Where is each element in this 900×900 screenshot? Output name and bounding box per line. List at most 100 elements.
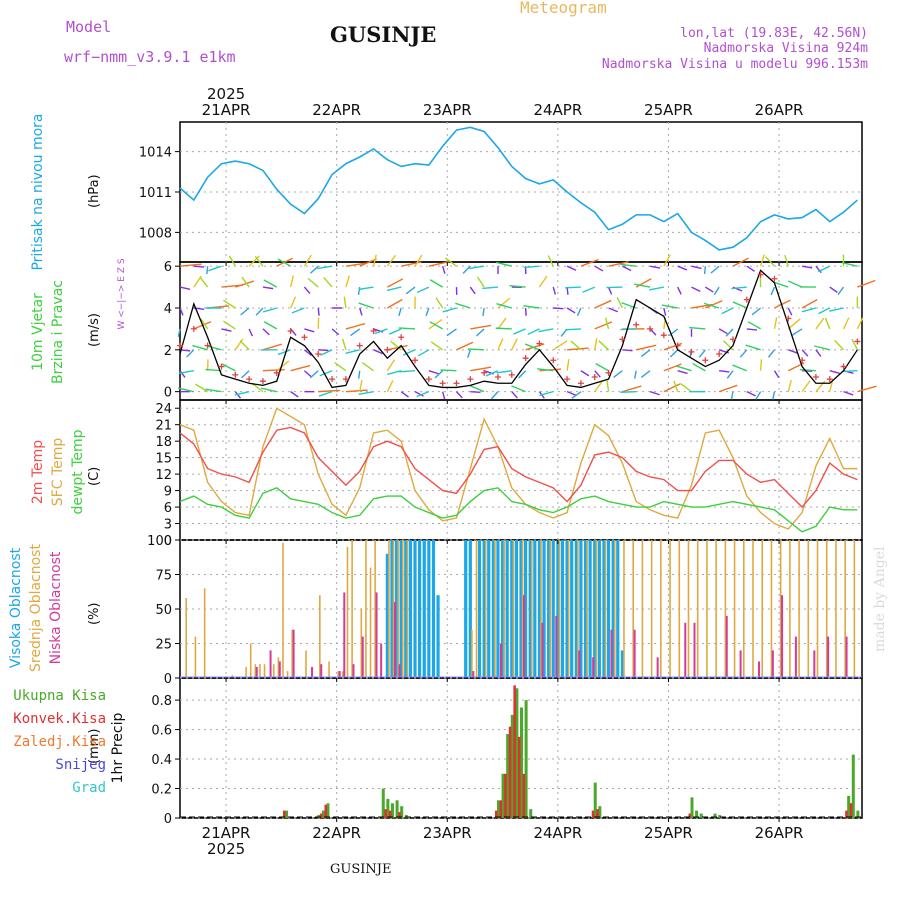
wind-direction-arrow (386, 380, 394, 392)
wind-gust-marker (702, 357, 709, 364)
wind-direction-arrow (842, 317, 850, 330)
wind-direction-arrow (467, 348, 485, 351)
y-tick-label: 0.4 (151, 753, 172, 768)
wind-direction-arrow (801, 299, 818, 309)
wind-direction-arrow (677, 370, 688, 375)
wind-direction-arrow (455, 302, 471, 309)
cloud-high-bar (500, 540, 505, 677)
wind-direction-arrow (622, 385, 642, 393)
cloud-high-axis-label: Visoka Oblacnost (8, 547, 24, 668)
wind-direction-arrow (815, 380, 826, 393)
wind-direction-arrow (303, 349, 312, 357)
wind-direction-arrow (570, 340, 582, 351)
wind-direction-arrow (470, 390, 481, 393)
wind-direction-arrow (857, 385, 877, 393)
cloud-high-bar (487, 540, 491, 677)
wind-gust-marker (356, 342, 363, 349)
wind-direction-arrow (539, 390, 554, 397)
wind-direction-arrow (801, 349, 809, 357)
wind-direction-arrow (262, 368, 285, 372)
cloud-low-bar (523, 595, 526, 677)
wind-direction-arrow (594, 370, 601, 378)
cloud-low-bar (255, 666, 258, 677)
wind-direction-arrow (435, 297, 444, 309)
wind-gust-marker (647, 325, 654, 332)
x-tick-label-bottom: 24APR (533, 824, 582, 842)
wind-direction-arrow (428, 370, 439, 375)
y-tick-label: 50 (155, 603, 172, 618)
precip-total-bar (400, 806, 404, 818)
wind-direction-arrow (345, 275, 350, 288)
cloud-low-bar (311, 666, 314, 677)
precip-total-bar (598, 806, 602, 818)
wind-direction-arrow (566, 359, 570, 371)
wind-direction-arrow (814, 345, 830, 351)
wind-direction-arrow (633, 370, 637, 379)
precip-total-bar (524, 700, 528, 818)
wind-direction-arrow (580, 258, 599, 267)
altitude-label: Nadmorska Visina 924m (703, 41, 868, 56)
cloud-high-bar (537, 540, 542, 677)
wind-direction-arrow (358, 370, 361, 379)
wind-direction-arrow (390, 340, 402, 351)
wind-direction-arrow (663, 342, 683, 351)
wind-direction-arrow (358, 302, 374, 309)
precip-total-bar (529, 809, 533, 818)
precip-total-bar (381, 788, 385, 818)
y-tick-label: 0 (164, 534, 172, 549)
cloud-high-bar (620, 650, 624, 677)
model-name: wrf−nmm_v3.9.1 e1km (64, 48, 236, 66)
wind-direction-arrow (425, 307, 430, 317)
wind-direction-arrow (199, 276, 209, 288)
wind-direction-arrow (263, 321, 278, 330)
wind-direction-arrow (444, 257, 457, 267)
x-tick-label-bottom: 26APR (755, 824, 804, 842)
wind-direction-arrow (774, 299, 791, 309)
wind-direction-arrow (538, 328, 554, 333)
wind-direction-arrow (373, 349, 383, 355)
wind-direction-arrow (773, 281, 789, 288)
cloud-low-bar (393, 602, 396, 677)
precip-conv-bar (508, 726, 512, 818)
wind-axis-label-1: 10m Vjetar (30, 293, 46, 371)
wind-direction-arrow (622, 349, 633, 352)
wind-gust-marker (716, 351, 723, 357)
wind-direction-arrow (496, 303, 512, 309)
precip-conv-bar (688, 813, 691, 818)
wind-direction-arrow (387, 278, 404, 288)
precip-total-bar (856, 810, 860, 818)
wind-direction-arrow (636, 344, 657, 351)
y-tick-label: 0 (164, 386, 172, 401)
wind-direction-arrow (497, 317, 507, 330)
wind-direction-arrow (462, 265, 471, 274)
product-label: Meteogram (520, 0, 607, 17)
precip-total-bar (510, 714, 514, 818)
wind-gust-marker (425, 376, 432, 383)
wind-gust-marker (494, 374, 501, 380)
cloud-low-bar (499, 643, 502, 677)
precip-total-bar (321, 810, 325, 818)
wind-direction-arrow (303, 370, 312, 378)
wind-direction-arrow (731, 286, 747, 290)
wind-direction-arrow (511, 338, 518, 351)
cloud-low-bar (269, 650, 272, 677)
wind-direction-arrow (496, 370, 512, 374)
cloud-high-bar (565, 540, 569, 677)
wind-direction-arrow (417, 349, 430, 357)
wind-direction-arrow (429, 279, 444, 288)
x-year-label-top: 2025 (207, 85, 245, 103)
wind-direction-arrow (640, 370, 651, 379)
wind-direction-arrow (221, 363, 236, 372)
cloud-high-bar (533, 540, 537, 677)
wind-direction-arrow (634, 283, 651, 288)
cloud-high-bar (524, 540, 528, 677)
wind-direction-arrow (248, 328, 254, 337)
wind-direction-arrow (606, 380, 610, 392)
wind-direction-arrow (497, 297, 511, 309)
precip-total-bar (690, 797, 694, 818)
cloud-high-bar (505, 540, 509, 677)
wind-direction-arrow (429, 321, 444, 330)
wind-gust-marker (301, 334, 308, 341)
wind-direction-arrow (345, 389, 368, 393)
wind-direction-arrow (470, 324, 492, 330)
